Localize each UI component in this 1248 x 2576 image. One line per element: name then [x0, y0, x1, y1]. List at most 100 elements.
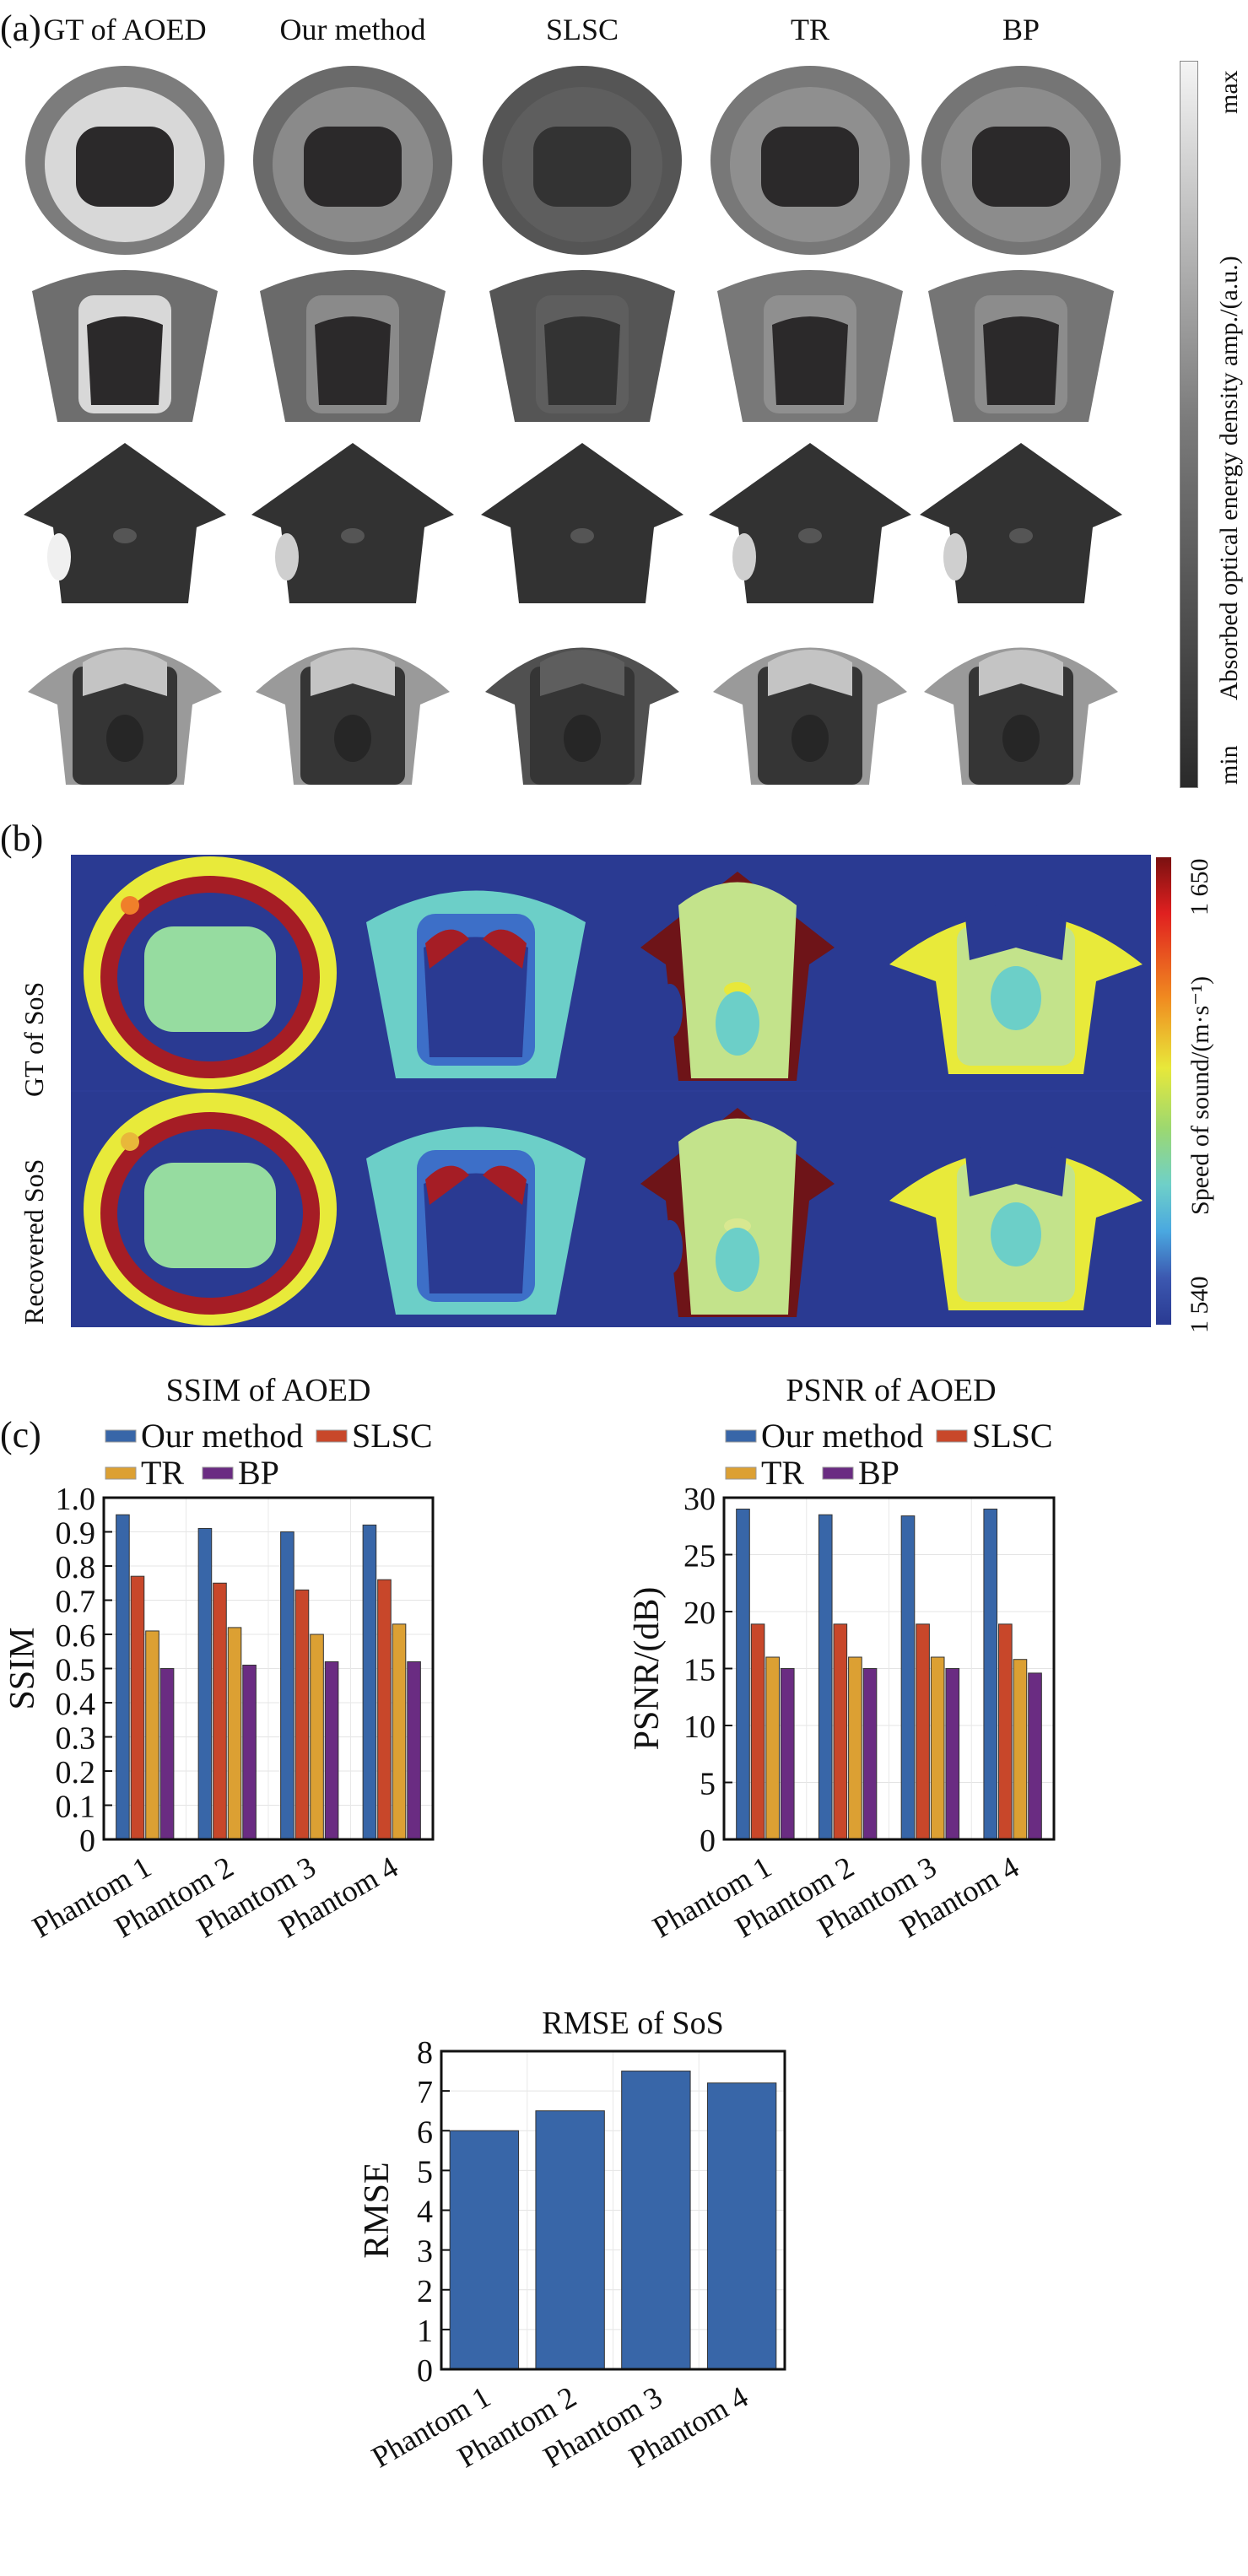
phantom-3-body	[251, 443, 454, 603]
y-tick-label: 0.6	[56, 1618, 96, 1654]
phantom-2-lungs	[87, 316, 163, 405]
y-tick-label: 5	[417, 2154, 433, 2190]
sos-phantom-1-inclusion	[121, 896, 139, 915]
y-tick-label: 0.5	[56, 1653, 96, 1688]
legend-swatch	[725, 1429, 757, 1443]
y-tick-label: 15	[683, 1653, 716, 1688]
legend-label: TR	[141, 1454, 184, 1492]
bar-bp	[780, 1668, 795, 1840]
y-tick-label: 5	[700, 1767, 716, 1802]
bar-our-method	[197, 1527, 213, 1840]
bar-slsc	[213, 1582, 227, 1840]
y-tick-label: 0	[417, 2353, 433, 2389]
phantom-3-body	[709, 443, 911, 603]
y-tick-label: 0.9	[56, 1516, 96, 1552]
y-axis-label: RMSE	[358, 2162, 397, 2258]
y-tick-label: 10	[683, 1709, 716, 1745]
bar-our-method	[280, 1531, 294, 1840]
legend-label: TR	[761, 1454, 804, 1492]
y-tick-label: 1	[417, 2314, 433, 2349]
chart-title: RMSE of SoS	[542, 2006, 723, 2041]
column-title: SLSC	[545, 13, 619, 46]
column-title: GT of AOED	[43, 13, 207, 46]
bar-bp	[159, 1668, 175, 1840]
y-tick-label: 0.4	[56, 1687, 96, 1722]
sos-phantom-4-cyan-organ	[991, 966, 1041, 1030]
y-tick-label: 0	[79, 1823, 95, 1859]
sos-colorbar-min-label: 1 540	[1186, 1276, 1213, 1334]
sos-phantom-2-red-right	[483, 1165, 527, 1205]
row-label-recovered-sos: Recovered SoS	[19, 1158, 49, 1325]
y-axis-label: PSNR/(dB)	[628, 1587, 667, 1751]
y-tick-label: 3	[417, 2234, 433, 2270]
bar-slsc	[130, 1575, 145, 1840]
sos-phantom-3-blue-inclusion	[657, 1220, 683, 1274]
phantom-3-body	[481, 443, 683, 603]
phantom-1-cavity	[761, 127, 859, 207]
phantom-3-small-organ	[341, 528, 365, 543]
y-tick-label: 0.3	[56, 1721, 96, 1757]
bar-rmse	[535, 2110, 605, 2370]
bar-tr	[310, 1634, 324, 1840]
legend-label: BP	[858, 1454, 900, 1492]
aoed-colorbar-label: Absorbed optical energy density amp./(a.…	[1215, 256, 1243, 700]
phantom-3-small-organ	[798, 528, 822, 543]
sos-phantom-2-lungs	[424, 937, 528, 1057]
bar-bp	[324, 1661, 339, 1840]
y-tick-label: 0.2	[56, 1755, 96, 1790]
bar-bp	[862, 1668, 878, 1840]
phantom-4-core	[1002, 715, 1040, 762]
chart-title: PSNR of AOED	[786, 1373, 996, 1408]
legend-label: Our method	[141, 1417, 303, 1455]
column-title: Our method	[279, 13, 426, 46]
column-title: TR	[790, 13, 829, 46]
bar-slsc	[294, 1589, 310, 1840]
aoed-colorbar-max-label: max	[1215, 70, 1243, 114]
y-tick-label: 30	[683, 1482, 716, 1517]
y-tick-label: 25	[683, 1539, 716, 1574]
phantom-1-cavity	[972, 127, 1070, 207]
phantom-3-bright-inclusion	[943, 533, 967, 581]
sos-phantom-2-lungs	[424, 1173, 528, 1293]
legend-swatch	[105, 1466, 137, 1480]
phantom-3-small-organ	[570, 528, 594, 543]
bar-our-method	[818, 1514, 833, 1840]
bar-bp	[242, 1664, 257, 1840]
phantom-1-cavity	[76, 127, 174, 207]
bar-slsc	[998, 1623, 1013, 1840]
column-title: BP	[1002, 13, 1040, 46]
phantom-3-small-organ	[1009, 528, 1033, 543]
sos-phantom-2-red-left	[425, 929, 469, 969]
sos-phantom-2-red-left	[425, 1165, 469, 1205]
bar-bp	[1028, 1672, 1042, 1840]
bar-rmse	[449, 2130, 520, 2370]
y-tick-label: 8	[417, 2035, 433, 2071]
panel-a-label: (a)	[0, 8, 41, 49]
phantom-4-core	[334, 715, 371, 762]
phantom-4-core	[791, 715, 829, 762]
bar-tr	[1013, 1659, 1028, 1840]
bar-our-method	[983, 1509, 998, 1840]
bar-our-method	[116, 1514, 130, 1840]
bar-tr	[848, 1656, 862, 1840]
legend-swatch	[822, 1466, 854, 1480]
phantom-4-bright-region	[311, 650, 395, 696]
y-tick-label: 2	[417, 2274, 433, 2309]
bar-our-method	[900, 1515, 916, 1840]
phantom-4-bright-region	[540, 650, 624, 696]
phantom-3-bright-inclusion	[47, 533, 71, 581]
bar-rmse	[621, 2071, 691, 2370]
phantom-4-bright-region	[83, 650, 167, 696]
phantom-4-bright-region	[768, 650, 852, 696]
y-axis-label: SSIM	[3, 1627, 42, 1709]
sos-colorbar-max-label: 1 650	[1186, 858, 1213, 916]
sos-phantom-3-blue-inclusion	[657, 984, 683, 1038]
phantom-2-lungs	[772, 316, 848, 405]
y-tick-label: 0.1	[56, 1790, 96, 1825]
sos-phantom-3-inner	[678, 882, 797, 1078]
bar-slsc	[916, 1623, 930, 1840]
y-tick-label: 0.7	[56, 1585, 96, 1620]
legend-label: BP	[238, 1454, 279, 1492]
bar-slsc	[377, 1579, 392, 1840]
